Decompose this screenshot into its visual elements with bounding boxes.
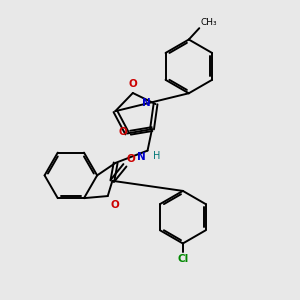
Text: O: O	[126, 154, 135, 164]
Text: O: O	[118, 127, 127, 137]
Text: O: O	[111, 200, 119, 210]
Text: N: N	[142, 98, 151, 108]
Text: O: O	[128, 80, 137, 89]
Text: CH₃: CH₃	[200, 18, 217, 27]
Text: Cl: Cl	[177, 254, 188, 264]
Text: N: N	[137, 152, 146, 162]
Text: H: H	[153, 151, 160, 160]
